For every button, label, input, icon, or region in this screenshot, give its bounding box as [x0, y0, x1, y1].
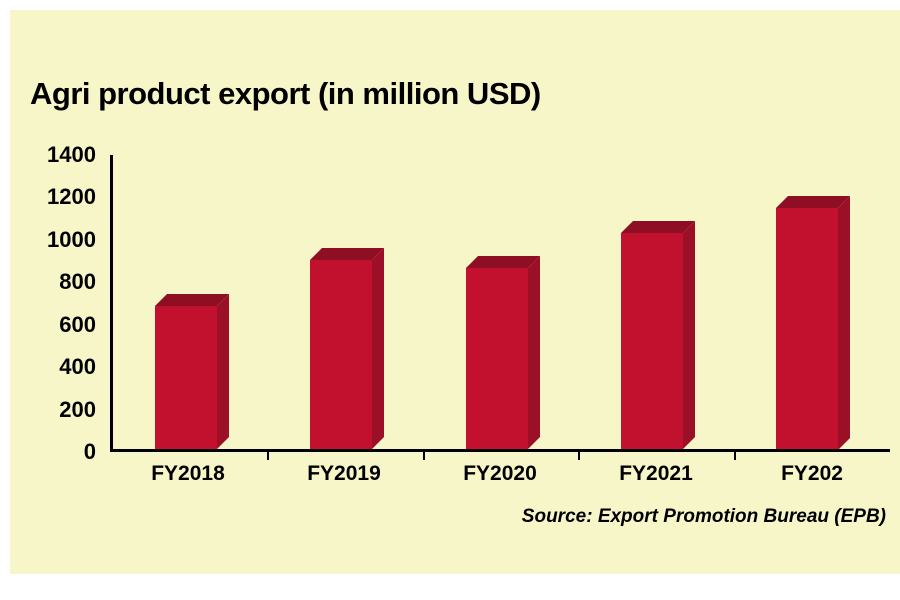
chart-panel: Agri product export (in million USD) 0 20…	[10, 10, 900, 574]
y-tick-label: 1400	[47, 142, 96, 167]
bar-side-face	[372, 248, 385, 449]
bar-slot	[424, 155, 579, 449]
bar-fy2018	[154, 294, 229, 449]
bar-slot	[735, 155, 890, 449]
y-tick-label: 0	[83, 439, 96, 464]
y-tick-label: 200	[59, 396, 96, 422]
x-axis-tick-mark	[422, 452, 425, 460]
source-text: Source: Export Promotion Bureau (EPB)	[521, 506, 886, 527]
plot-area	[110, 155, 890, 460]
bar-slot	[268, 155, 423, 449]
x-axis-label-fy2019: FY2019	[307, 462, 381, 485]
bar-slot	[113, 155, 268, 449]
x-axis-tick-mark	[733, 452, 736, 460]
y-tick-label: 1000	[47, 226, 96, 252]
bar-fy2019	[310, 248, 385, 449]
y-tick-label: 400	[59, 354, 96, 380]
bar-fy2021	[620, 220, 695, 449]
bar-fy2020	[465, 256, 540, 449]
x-axis-tick-mark	[578, 452, 581, 460]
y-tick-label: 600	[59, 311, 96, 337]
x-axis-tick-mark	[267, 452, 270, 460]
bar-side-face	[216, 294, 229, 449]
y-axis-labels: 0 200 400 600 800 1000 1200 1400	[16, 142, 96, 464]
x-axis-labels: FY2018 FY2019 FY2020 FY2021 FY202	[110, 462, 890, 486]
bar-fy202	[776, 195, 851, 449]
bar-side-face	[527, 256, 540, 449]
y-tick-label: 1200	[47, 184, 96, 210]
bar-side-face	[838, 195, 851, 449]
x-axis-label-fy2018: FY2018	[151, 462, 225, 485]
x-axis-label-fy2021: FY2021	[619, 462, 693, 485]
x-axis-label-fy2020: FY2020	[463, 462, 537, 485]
x-axis-label-fy202: FY202	[781, 462, 843, 485]
y-tick-label: 800	[59, 269, 96, 295]
bar-side-face	[682, 220, 695, 449]
bar-slot	[579, 155, 734, 449]
chart-title: Agri product export (in million USD)	[30, 76, 541, 111]
